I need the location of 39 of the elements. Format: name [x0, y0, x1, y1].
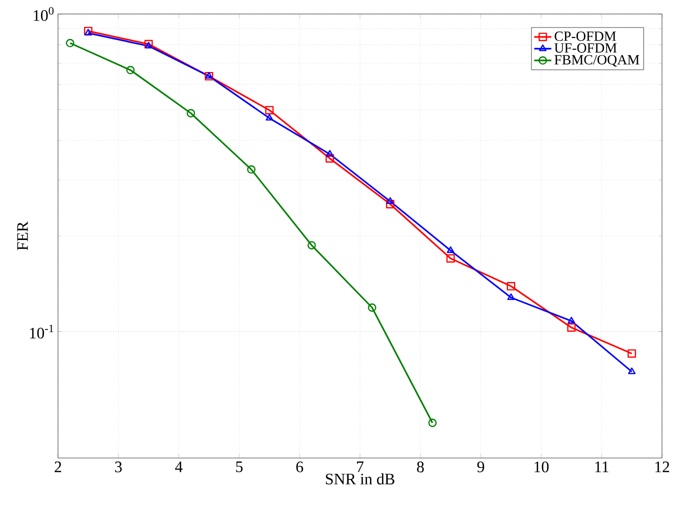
point [506, 282, 516, 290]
point [368, 303, 376, 312]
point [247, 165, 256, 174]
point [428, 418, 437, 428]
point [446, 254, 455, 263]
x-tick-label: 2 [54, 462, 62, 472]
point [507, 293, 515, 300]
x-tick-label: 4 [175, 462, 183, 472]
x-axis-title: SNR in dB [326, 473, 394, 484]
y-tick-label: 10$^{-1}$ [30, 324, 54, 339]
point [326, 154, 334, 163]
legend-label: FBMC/OQAM [554, 55, 640, 67]
point [386, 200, 394, 208]
y-axis-title: FER [17, 221, 28, 250]
x-tick-label: 3 [115, 462, 122, 472]
point [265, 106, 274, 114]
x-tick-label: 9 [477, 462, 484, 472]
x-tick-label: 12 [655, 462, 670, 472]
x-tick-label: 8 [417, 462, 424, 472]
point [326, 150, 334, 157]
point [628, 349, 636, 358]
point [628, 367, 636, 374]
x-tick-label: 10 [534, 462, 549, 472]
x-tick-label: 6 [296, 462, 304, 472]
point [266, 114, 274, 121]
point [66, 38, 74, 48]
point [126, 66, 135, 74]
point [186, 109, 196, 118]
y-tick-label: 10$^{0}$ [34, 7, 54, 21]
x-tick-label: 5 [236, 462, 243, 472]
point [386, 197, 394, 204]
point [446, 246, 454, 253]
point [568, 316, 576, 324]
point [567, 323, 576, 332]
legend-label: CP-OFDM [554, 32, 616, 41]
legend-label: UF-OFDM [554, 43, 617, 53]
x-tick-label: 11 [595, 462, 608, 472]
point [307, 241, 316, 250]
x-tick-label: 7 [357, 462, 364, 472]
